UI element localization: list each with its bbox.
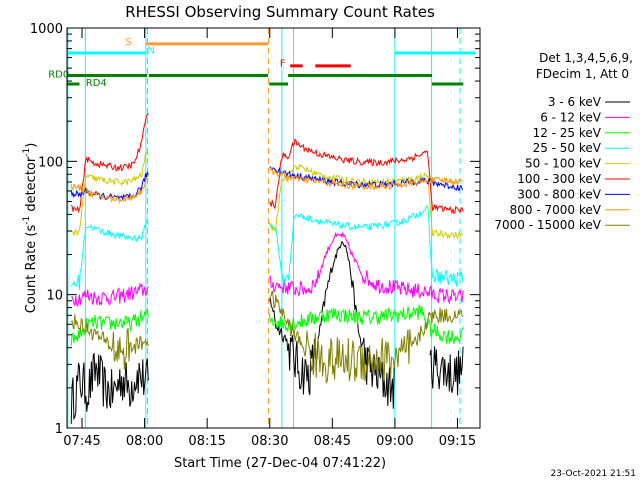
x-tick-label: 08:15 <box>188 434 225 449</box>
flag-label-rd4: RD4 <box>86 78 107 89</box>
x-tick-label: 08:30 <box>251 434 288 449</box>
series-layer <box>70 112 464 424</box>
legend-label-100-300-kev: 100 - 300 keV <box>517 172 601 186</box>
axis-ticks: 07:45 08:00 08:15 08:30 08:45 09:00 09:15 1 10 10… <box>30 22 480 449</box>
series-line-100-300-kev <box>70 112 149 214</box>
legend-label-25-50-kev: 25 - 50 keV <box>533 141 602 155</box>
series-line-800-7000-kev <box>269 166 464 191</box>
series-line-25-50-kev <box>269 205 464 287</box>
flag-label-f: F <box>280 59 286 70</box>
y-tick-label: 10 <box>46 289 63 304</box>
flag-layer: S N F RD0 RD4 <box>48 37 476 89</box>
legend-label-800-7000-kev: 800 - 7000 keV <box>510 203 602 217</box>
legend: Det 1,3,4,5,6,9, FDecim 1, Att 0 3 - 6 k… <box>494 51 633 232</box>
series-line-7000-15000-kev <box>268 290 464 384</box>
legend-label-6-12-kev: 6 - 12 keV <box>540 110 602 124</box>
x-axis-label: Start Time (27-Dec-04 07:41:22) <box>174 456 386 471</box>
plot-frame <box>66 27 481 429</box>
flag-label-n: N <box>148 45 155 56</box>
legend-label-50-100-kev: 50 - 100 keV <box>525 157 602 171</box>
series-line-3-6-kev <box>269 240 395 409</box>
legend-title-line-1: Det 1,3,4,5,6,9, <box>539 51 633 65</box>
series-line-12-25-kev <box>268 303 464 344</box>
series-line-3-6-kev <box>70 352 149 424</box>
x-tick-label: 08:45 <box>314 434 351 449</box>
series-line-3-6-kev <box>429 346 464 396</box>
legend-label-7000-15000-kev: 7000 - 15000 keV <box>494 218 601 232</box>
series-line-25-50-kev <box>70 218 149 290</box>
x-tick-label: 08:00 <box>126 434 163 449</box>
legend-title-line-2: FDecim 1, Att 0 <box>536 67 629 81</box>
series-line-7000-15000-kev <box>70 314 149 370</box>
x-tick-label: 09:00 <box>376 434 413 449</box>
series-line-6-12-kev <box>70 282 149 307</box>
y-tick-label: 1 <box>55 422 63 437</box>
series-line-12-25-kev <box>70 307 149 346</box>
series-line-100-300-kev <box>269 138 464 215</box>
legend-label-3-6-kev: 3 - 6 keV <box>548 95 602 109</box>
y-tick-label: 1000 <box>30 22 63 37</box>
flag-label-rd0: RD0 <box>48 70 69 81</box>
series-line-800-7000-kev <box>70 174 149 205</box>
y-axis-label: Count Rate (s-1 detector-1) <box>22 143 39 314</box>
series-line-6-12-kev <box>268 231 464 305</box>
series-line-50-100-kev <box>268 163 464 240</box>
x-tick-label: 09:15 <box>439 434 476 449</box>
chart-title: RHESSI Observing Summary Count Rates <box>125 3 435 21</box>
flag-label-s: S <box>125 37 131 48</box>
generated-timestamp: 23-Oct-2021 21:51 <box>551 469 636 479</box>
legend-label-12-25-kev: 12 - 25 keV <box>533 126 602 140</box>
y-tick-label: 100 <box>38 155 63 170</box>
legend-label-300-800-kev: 300 - 800 keV <box>517 187 601 201</box>
x-tick-label: 07:45 <box>63 434 100 449</box>
